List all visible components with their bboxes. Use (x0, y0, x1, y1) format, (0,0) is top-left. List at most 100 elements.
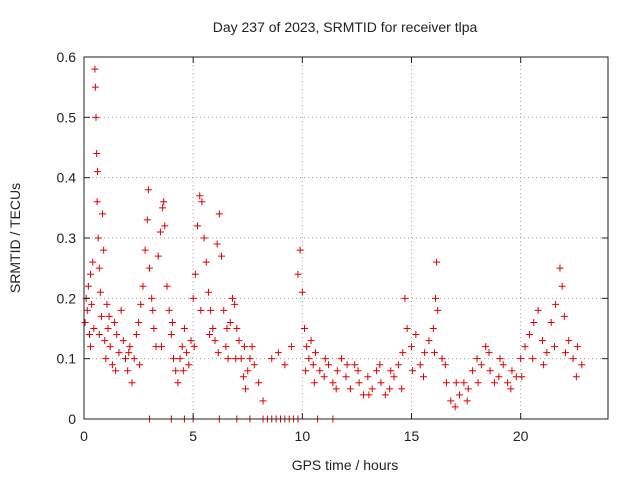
data-point (281, 361, 289, 369)
data-point (143, 216, 151, 224)
data-point (150, 325, 158, 332)
data-point (223, 325, 231, 332)
data-point (482, 343, 490, 351)
data-point (165, 306, 173, 314)
data-point (204, 288, 212, 296)
data-point (433, 258, 441, 266)
data-point (211, 337, 219, 345)
data-point (255, 379, 263, 387)
data-point (401, 294, 409, 302)
data-point (521, 343, 529, 351)
data-point (96, 288, 104, 296)
data-point (139, 282, 147, 290)
data-point (239, 373, 247, 381)
y-tick-label: 0.2 (57, 290, 77, 306)
data-point (94, 234, 102, 242)
data-point (144, 186, 152, 194)
data-point (149, 306, 157, 314)
data-point (403, 325, 411, 332)
data-point (490, 379, 498, 387)
data-point (387, 367, 395, 375)
data-point (438, 355, 446, 363)
y-tick-label: 0.4 (57, 170, 77, 186)
data-point (464, 385, 472, 393)
data-point (301, 325, 309, 332)
data-point (250, 361, 258, 369)
data-point (185, 361, 193, 369)
data-point (214, 349, 222, 357)
data-point (329, 379, 337, 387)
data-point (311, 349, 319, 357)
data-point (452, 379, 460, 387)
x-axis-label: GPS time / hours (292, 457, 399, 473)
data-point (111, 318, 119, 326)
data-point (310, 379, 318, 387)
data-point (90, 325, 98, 332)
data-point (154, 252, 162, 260)
x-tick-label: 0 (80, 428, 88, 444)
data-point (408, 343, 415, 351)
data-point (189, 294, 197, 302)
data-point (106, 343, 114, 351)
data-point (565, 337, 573, 345)
data-point (507, 385, 515, 393)
data-point (105, 312, 113, 320)
data-point (551, 343, 559, 351)
data-point (294, 270, 302, 278)
data-point (148, 294, 156, 302)
data-point (194, 222, 202, 230)
y-tick-label: 0.3 (57, 230, 77, 246)
plot-frame (83, 56, 609, 420)
data-point (183, 349, 191, 357)
data-point (235, 337, 243, 345)
data-point (197, 306, 205, 314)
data-point (429, 325, 437, 332)
data-point (119, 337, 127, 345)
data-point (88, 300, 96, 308)
data-point (87, 343, 95, 351)
data-point (163, 282, 171, 290)
data-point (508, 367, 516, 375)
data-point (240, 343, 248, 351)
x-tick-label: 20 (513, 428, 529, 444)
data-point (496, 355, 504, 363)
data-point (132, 331, 140, 339)
data-point (517, 355, 525, 363)
data-point (156, 228, 164, 236)
data-point (573, 343, 581, 351)
data-point (95, 331, 103, 339)
data-point (451, 403, 459, 411)
data-point (442, 379, 450, 387)
data-point (161, 222, 169, 230)
data-point (530, 318, 538, 326)
data-point (365, 391, 373, 399)
data-point (87, 270, 95, 278)
data-point (305, 355, 313, 363)
data-point (287, 343, 295, 351)
data-point (416, 361, 424, 369)
data-point (125, 349, 133, 357)
data-point (248, 343, 256, 351)
data-point (355, 379, 363, 387)
data-point (547, 318, 555, 326)
data-point (196, 192, 204, 200)
data-point (474, 379, 482, 387)
data-point (108, 361, 116, 369)
data-point (113, 331, 121, 339)
data-point (159, 204, 167, 212)
data-point (499, 361, 507, 369)
data-point (316, 367, 324, 375)
data-point (469, 367, 477, 375)
data-point (398, 385, 406, 393)
data-point (303, 343, 311, 351)
data-point (213, 240, 221, 248)
data-point (456, 391, 464, 399)
x-tick-label: 5 (189, 428, 197, 444)
data-point (529, 355, 537, 363)
data-point (81, 318, 89, 326)
data-point (463, 397, 471, 405)
data-point (178, 343, 186, 351)
data-point (100, 246, 108, 254)
data-point (130, 355, 138, 363)
data-point (180, 325, 188, 332)
